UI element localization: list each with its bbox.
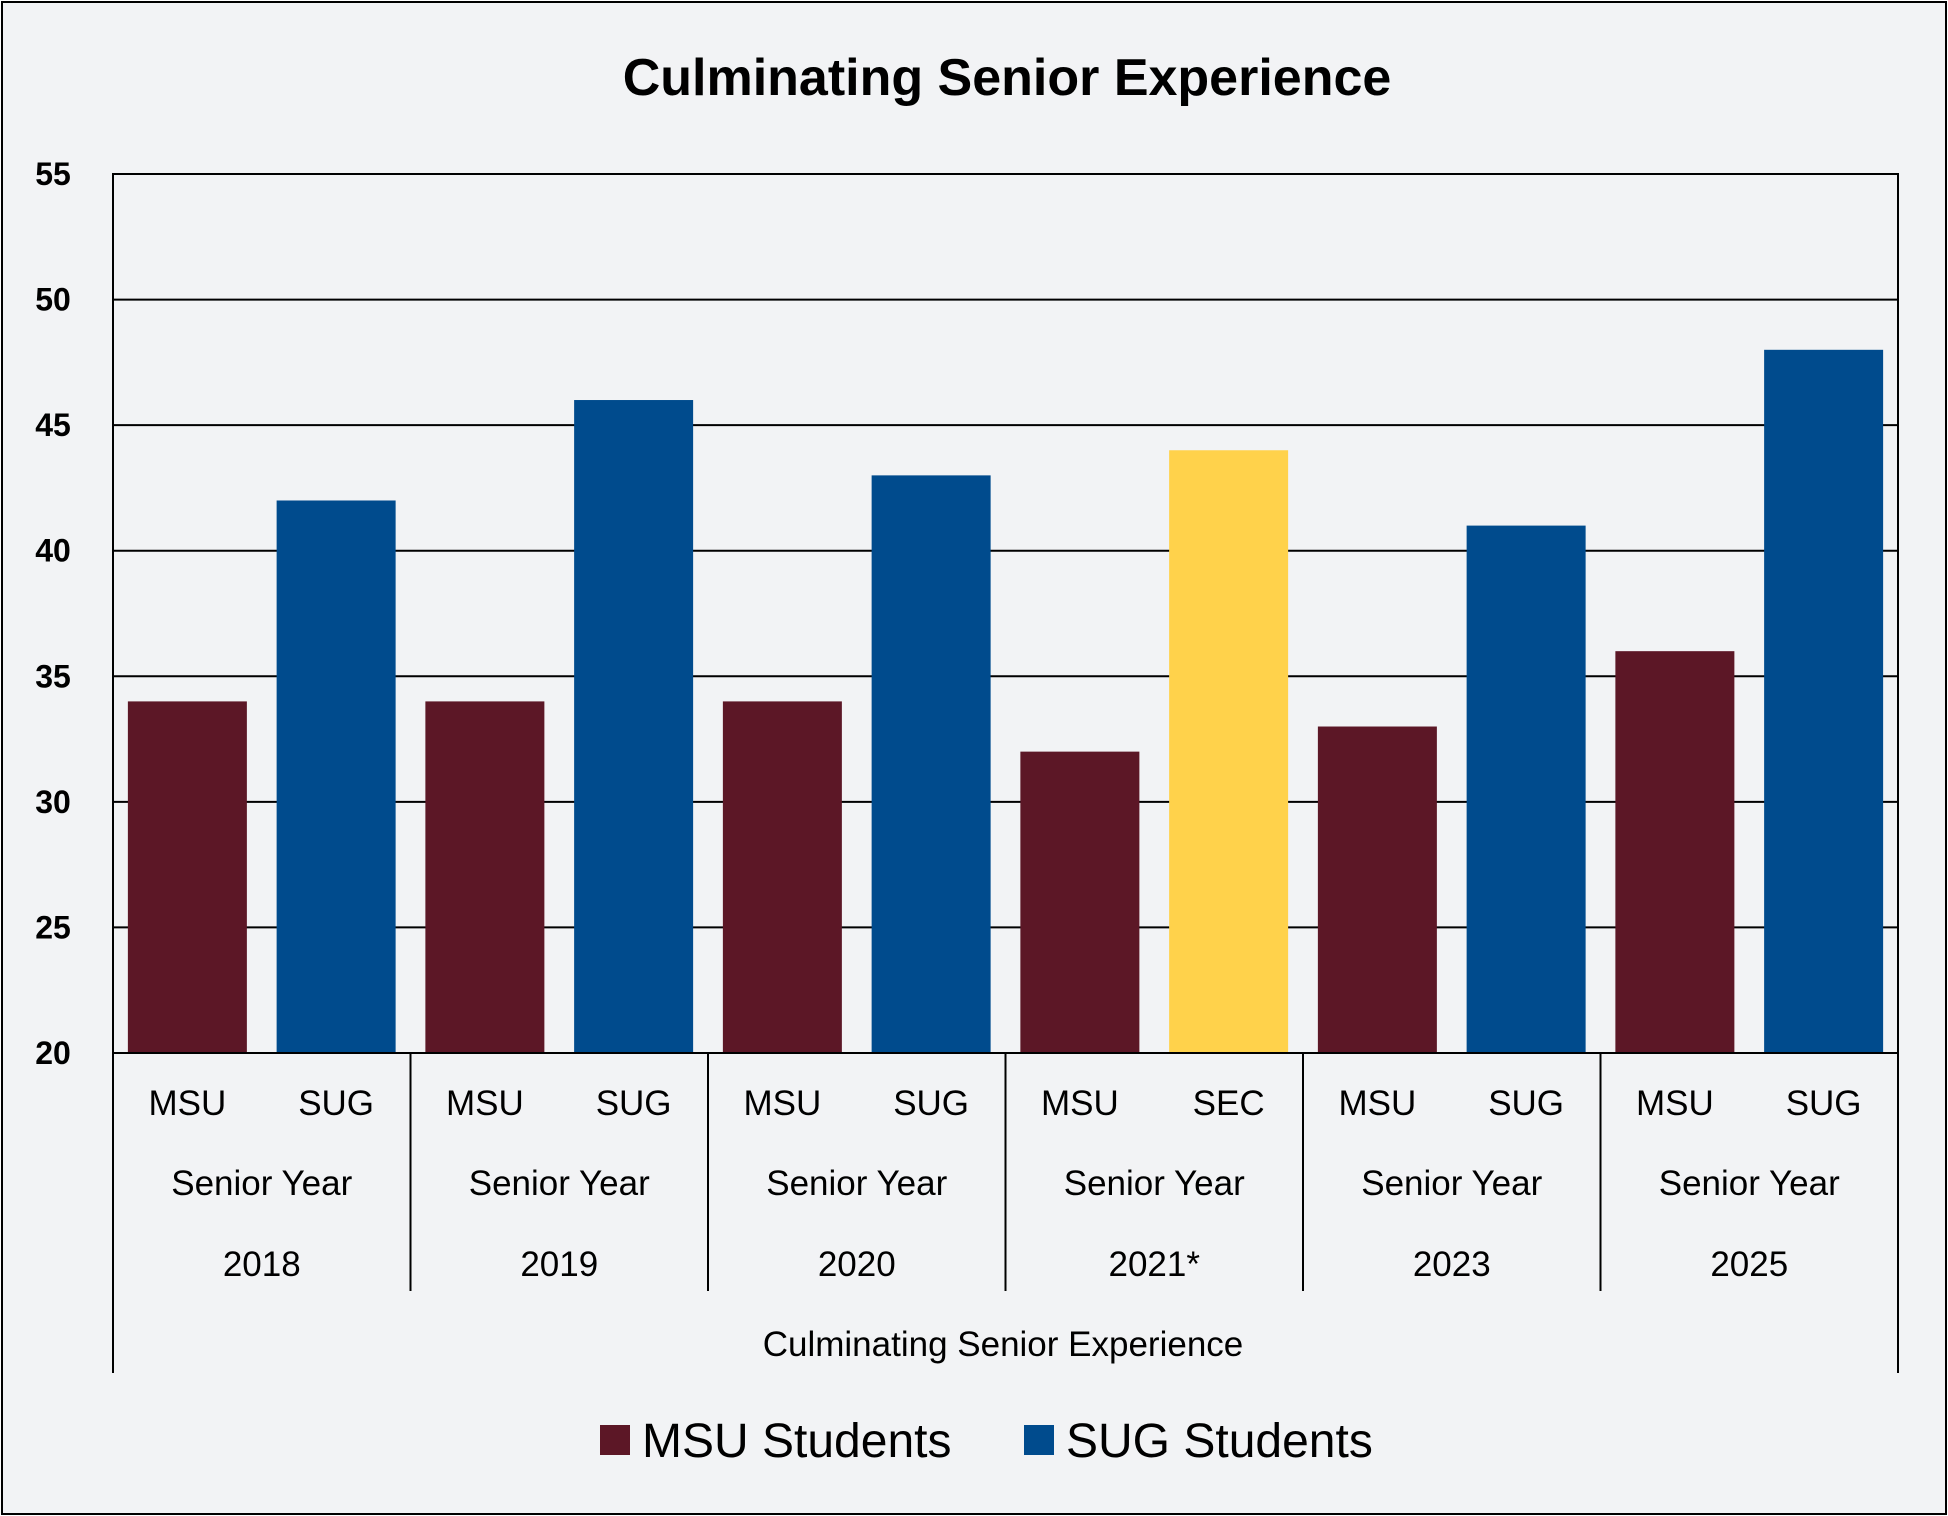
- chart-title: Culminating Senior Experience: [623, 49, 1392, 107]
- x-tick-label: SUG: [893, 1084, 969, 1123]
- legend-swatch-sug: [1024, 1425, 1054, 1455]
- legend: MSU Students SUG Students: [600, 1415, 1373, 1468]
- bar-2021-sec: [1169, 450, 1289, 1053]
- x-tick-label: MSU: [1041, 1084, 1119, 1123]
- x-tick-label: SEC: [1193, 1084, 1265, 1123]
- bar-chart: Culminating Senior Experience 2025303540…: [35, 49, 1899, 1468]
- y-tick-label: 55: [35, 156, 71, 192]
- y-axis: 20 25 30 35 40 45 50 55: [35, 156, 71, 1071]
- bar-2019-sug: [574, 400, 694, 1053]
- bar-2023-msu: [1317, 726, 1437, 1053]
- y-tick-label: 25: [35, 909, 71, 945]
- x-tick-label: SUG: [1786, 1084, 1862, 1123]
- bar-2023-sug: [1466, 525, 1586, 1053]
- group-level-label: Senior Year: [1659, 1164, 1840, 1203]
- y-tick-label: 30: [35, 784, 71, 820]
- bar-2018-sug: [276, 500, 396, 1053]
- bar-2025-sug: [1764, 349, 1884, 1053]
- bar-2018-msu: [127, 701, 247, 1053]
- x-tick-label: MSU: [148, 1084, 226, 1123]
- bars: [127, 349, 1884, 1053]
- group-level-label: Senior Year: [469, 1164, 650, 1203]
- group-year-label: 2020: [818, 1245, 896, 1284]
- x-axis: MSU SUG Senior Year 2018 MSU SUG Senior Year 20…: [112, 1053, 1899, 1373]
- group-year-label: 2019: [520, 1245, 598, 1284]
- x-tick-label: SUG: [298, 1084, 374, 1123]
- x-tick-label: MSU: [743, 1084, 821, 1123]
- group-year-label: 2025: [1710, 1245, 1788, 1284]
- x-tick-label: SUG: [596, 1084, 672, 1123]
- bar-2020-sug: [871, 475, 991, 1053]
- group-level-label: Senior Year: [766, 1164, 947, 1203]
- y-tick-label: 45: [35, 407, 71, 443]
- x-tick-label: MSU: [1338, 1084, 1416, 1123]
- group-level-label: Senior Year: [1361, 1164, 1542, 1203]
- bar-2021-msu: [1020, 751, 1140, 1053]
- group-year-label: 2021*: [1109, 1245, 1201, 1284]
- bar-2019-msu: [425, 701, 545, 1053]
- group-level-label: Senior Year: [1064, 1164, 1245, 1203]
- group-year-label: 2023: [1413, 1245, 1491, 1284]
- gridlines: [113, 298, 1898, 929]
- group-level-label: Senior Year: [171, 1164, 352, 1203]
- legend-label-sug: SUG Students: [1066, 1415, 1373, 1468]
- y-tick-label: 20: [35, 1035, 71, 1071]
- y-tick-label: 50: [35, 282, 71, 318]
- bar-2020-msu: [722, 701, 842, 1053]
- x-axis-label: Culminating Senior Experience: [763, 1325, 1244, 1364]
- x-tick-label: MSU: [446, 1084, 524, 1123]
- y-tick-label: 35: [35, 658, 71, 694]
- legend-label-msu: MSU Students: [642, 1415, 951, 1468]
- x-tick-label: MSU: [1636, 1084, 1714, 1123]
- x-tick-label: SUG: [1488, 1084, 1564, 1123]
- y-tick-label: 40: [35, 533, 71, 569]
- legend-swatch-msu: [600, 1425, 630, 1455]
- group-year-label: 2018: [223, 1245, 301, 1284]
- bar-2025-msu: [1615, 651, 1735, 1053]
